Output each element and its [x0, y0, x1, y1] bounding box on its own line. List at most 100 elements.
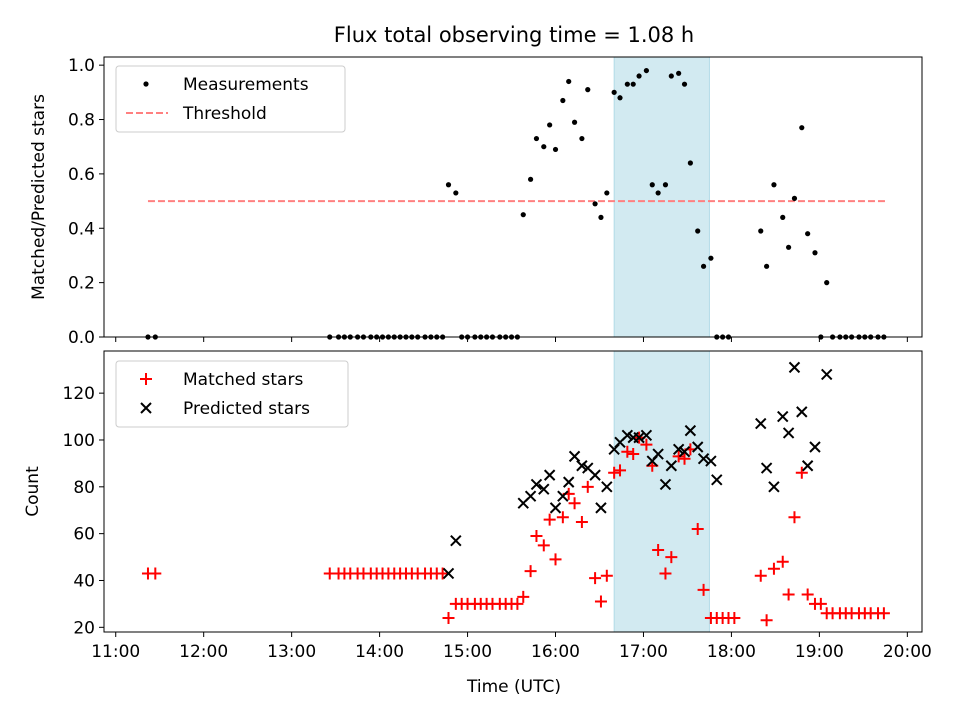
matched-star-point	[691, 522, 704, 535]
predicted-star-point	[796, 406, 808, 418]
measurement-point	[533, 135, 540, 142]
matched-star-point	[627, 448, 640, 461]
matched-star-point	[795, 466, 808, 479]
predicted-star-point	[450, 534, 462, 547]
measurements-points	[145, 67, 887, 340]
matched-star-point	[652, 544, 665, 557]
matched-star-point	[517, 590, 530, 603]
predicted-star-point	[442, 567, 455, 580]
matched-star-point	[659, 567, 672, 580]
measurement-point	[453, 190, 459, 196]
x-tick-label: 17:00	[619, 642, 668, 662]
matched-star-point	[608, 466, 621, 479]
x-tick-label: 16:00	[531, 642, 580, 662]
x-tick-label: 13:00	[267, 642, 316, 662]
predicted-star-point	[538, 483, 550, 495]
predicted-star-point	[589, 469, 601, 481]
predicted-star-point	[809, 441, 821, 453]
measurement-point	[611, 89, 617, 95]
bottom-legend: Matched stars Predicted stars	[115, 360, 349, 428]
predicted-star-point	[711, 474, 723, 486]
top-y-ticks: 0.0 0.2 0.4 0.6 0.8 1.0	[68, 56, 104, 348]
measurement-point	[780, 214, 786, 220]
bottom-y-axis-label: Count	[23, 466, 43, 517]
measurement-point	[805, 231, 811, 237]
measurement-point	[700, 263, 707, 269]
predicted-star-point	[768, 481, 780, 493]
measurement-point	[785, 244, 792, 250]
x-tick-label: 20:00	[883, 642, 932, 662]
y-tick-label: 40	[73, 571, 95, 591]
measurement-point	[824, 280, 830, 286]
figure-title: Flux total observing time = 1.08 h	[334, 23, 694, 47]
matched-star-point	[530, 529, 543, 542]
predicted-star-point	[562, 476, 575, 488]
measurement-point	[445, 182, 452, 188]
matched-star-point	[767, 562, 780, 575]
y-tick-label: 20	[73, 618, 95, 638]
matched-star-point	[543, 513, 556, 526]
y-tick-label: 120	[63, 384, 95, 404]
predicted-star-point	[678, 445, 691, 458]
matched-star-point	[760, 614, 773, 627]
measurement-point	[552, 146, 559, 153]
predicted-star-point	[659, 478, 672, 491]
x-tick-label: 18:00	[707, 642, 756, 662]
predicted-star-point	[530, 478, 543, 491]
predicted-star-point	[652, 448, 664, 460]
matched-star-point	[594, 595, 607, 608]
predicted-star-point	[557, 490, 569, 502]
bottom-y-ticks: 20 40 60 80 100 120	[63, 384, 104, 638]
predicted-star-point	[821, 368, 833, 381]
measurement-point	[649, 182, 655, 188]
x-axis-label: Time (UTC)	[466, 677, 561, 697]
measurement-point	[695, 228, 701, 234]
y-tick-label: 0.6	[68, 165, 95, 185]
measurement-point	[676, 70, 682, 76]
predicted-star-point	[524, 490, 537, 502]
measurement-point	[560, 97, 566, 104]
top-highlight-band	[613, 56, 710, 338]
legend-measurements-marker	[143, 81, 149, 87]
measurement-point	[592, 201, 598, 207]
measurement-point	[624, 81, 630, 87]
matched-star-point	[697, 583, 710, 596]
y-tick-label: 0.4	[68, 219, 95, 239]
matched-star-point	[754, 569, 767, 582]
measurement-point	[662, 182, 669, 188]
predicted-star-point	[595, 502, 607, 514]
legend-matched-marker	[140, 373, 152, 385]
top-axes: 0.0 0.2 0.4 0.6 0.8 1.0 Matched/Predicted sta…	[29, 56, 923, 348]
matched-star-point	[678, 452, 691, 465]
measurement-point	[758, 228, 764, 234]
legend-threshold-label: Threshold	[182, 104, 267, 124]
matched-star-point	[665, 551, 678, 564]
bottom-legend-box	[115, 360, 349, 428]
matched-star-point	[575, 515, 588, 528]
matched-star-point	[549, 553, 562, 566]
predicted-star-point	[633, 431, 645, 444]
bottom-x-ticks: 11:00 12:00 13:00 14:00 15:00 16:00 17:00 18:00…	[91, 632, 932, 662]
y-tick-label: 0.2	[68, 274, 95, 294]
matched-stars-points	[141, 431, 890, 627]
measurement-point	[791, 195, 798, 201]
top-y-axis-label: Matched/Predicted stars	[29, 94, 49, 300]
measurement-point	[598, 214, 604, 220]
predicted-star-point	[692, 441, 704, 453]
y-tick-label: 100	[63, 431, 95, 451]
bottom-highlight-band	[613, 350, 710, 633]
predicted-star-point	[801, 460, 814, 472]
predicted-star-point	[568, 450, 581, 463]
y-tick-label: 1.0	[68, 56, 95, 76]
measurement-point	[617, 95, 623, 101]
x-tick-label: 19:00	[795, 642, 844, 662]
measurement-point	[812, 250, 818, 256]
matched-star-point	[600, 569, 613, 582]
matched-star-point	[581, 480, 594, 493]
predicted-star-point	[601, 481, 613, 493]
measurement-point	[566, 78, 572, 85]
top-legend: Measurements Threshold	[115, 65, 346, 133]
legend-predicted-marker	[140, 402, 152, 414]
x-tick-label: 12:00	[179, 642, 228, 662]
